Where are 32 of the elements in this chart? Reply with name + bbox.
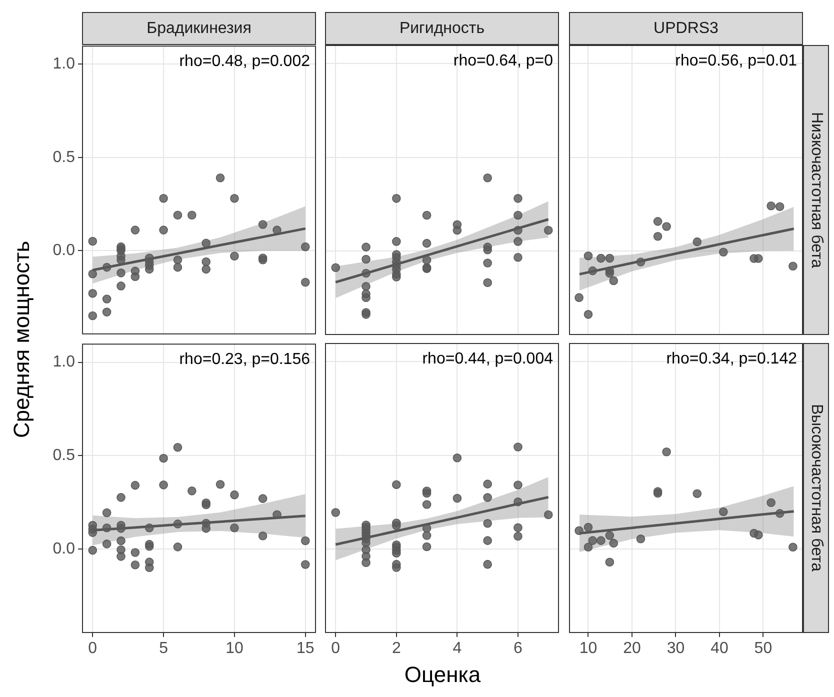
- annotation: rho=0.48, p=0.002: [179, 53, 310, 70]
- annotation: rho=0.23, p=0.156: [179, 351, 310, 368]
- y2-axis-title: Высокочастотная бета: [803, 343, 829, 633]
- x-tick-label: 10: [579, 640, 598, 658]
- x-tick-label: 0: [331, 640, 340, 658]
- annotation: rho=0.34, p=0.142: [666, 350, 798, 368]
- x-tick-label: 2: [392, 640, 401, 658]
- x-axis-title: Оценка: [403, 661, 482, 689]
- x-tick-label: 20: [623, 640, 641, 658]
- y2-axis-title: Низкочастотная бета: [803, 45, 829, 335]
- x-tick-label: 0: [88, 640, 98, 658]
- x-tick-label: 5: [159, 640, 168, 658]
- x-tick-label: 10: [226, 640, 244, 658]
- y-tick-label: 1.0: [52, 354, 76, 371]
- x-tick-label: 50: [754, 640, 772, 658]
- chart-title: Брадикинезия: [82, 12, 316, 45]
- y-tick-label: 0.0: [52, 242, 76, 259]
- chart-title: Ригидность: [325, 12, 559, 45]
- x-tick-label: 40: [710, 640, 728, 658]
- y-tick-label: 0.0: [52, 540, 76, 558]
- y-tick-label: 1.0: [52, 56, 76, 73]
- chart-title: UPDRS3: [569, 12, 803, 45]
- annotation: rho=0.44, p=0.004: [422, 350, 554, 368]
- y-axis-title: Средняя мощность: [8, 239, 35, 440]
- y-tick-label: 0.5: [52, 148, 76, 166]
- x-tick-label: 30: [666, 640, 685, 658]
- x-tick-label: 15: [296, 640, 314, 658]
- annotation: rho=0.64, p=0: [453, 52, 554, 70]
- x-tick-label: 4: [452, 640, 462, 658]
- annotation: rho=0.56, p=0.01: [675, 52, 798, 70]
- x-tick-label: 6: [514, 640, 523, 658]
- y-tick-label: 0.5: [52, 447, 76, 464]
